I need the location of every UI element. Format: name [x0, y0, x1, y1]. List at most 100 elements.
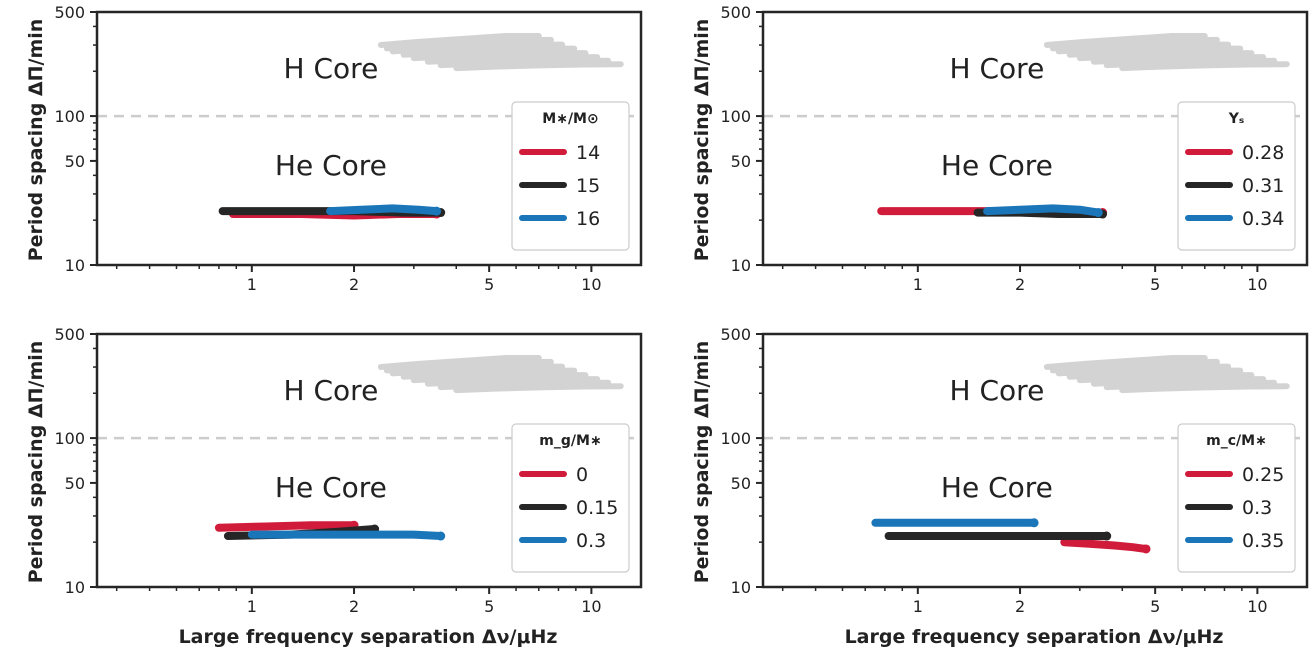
y-tick-label-50: 50 — [65, 474, 85, 493]
h-core-label: H Core — [950, 52, 1045, 85]
track-line — [377, 33, 542, 48]
track-line — [410, 372, 589, 384]
panel-top-right: H Core He Core 1 2 5 10 10 50 100 500 Yₛ 0.28 0.31 0.… — [720, 3, 1309, 294]
series-end-point-16 — [432, 206, 442, 216]
y-axis-label-bottom-left: Period spacing ΔΠ/min — [25, 341, 47, 584]
track-line — [1066, 367, 1244, 380]
legend-label-14: 14 — [576, 142, 600, 164]
legend-title: Yₛ — [1228, 111, 1244, 127]
panel-bottom-left: H Core He Core 1 2 5 10 10 50 100 500 m_g/M∗ 0 0.15 0… — [54, 325, 643, 616]
y-tick-label-500: 500 — [720, 3, 751, 22]
track-line — [437, 57, 612, 69]
he-core-label: He Core — [275, 471, 387, 504]
track-line — [424, 376, 601, 387]
track-line — [1066, 45, 1244, 58]
track-line — [377, 355, 542, 370]
legend-box — [1177, 101, 1296, 251]
legend-label-0.15: 0.15 — [576, 497, 618, 519]
x-tick-label-1: 1 — [247, 275, 257, 294]
legend-title: m_g/M∗ — [539, 433, 601, 449]
y-tick-label-100: 100 — [720, 429, 751, 448]
track-line — [1055, 41, 1232, 55]
track-line — [1103, 57, 1278, 69]
track-line — [1103, 379, 1278, 391]
track-line — [437, 379, 612, 391]
h-core-tracks — [377, 33, 624, 72]
y-tick-label-100: 100 — [54, 429, 85, 448]
track-line — [1090, 376, 1267, 387]
track-line — [410, 50, 589, 62]
y-tick-label-50: 50 — [65, 152, 85, 171]
series-end-point-0.25 — [1141, 544, 1151, 554]
h-core-label: H Core — [284, 374, 379, 407]
he-core-label: He Core — [941, 149, 1053, 182]
x-tick-label-1: 1 — [913, 275, 923, 294]
h-core-tracks — [1043, 33, 1290, 72]
track-line — [1043, 33, 1208, 48]
y-tick-label-100: 100 — [720, 107, 751, 126]
track-line — [1076, 50, 1255, 62]
legend-box — [511, 423, 630, 573]
y-axis-label-bottom-right: Period spacing ΔΠ/min — [691, 341, 713, 584]
legend: M∗/M⊙ 14 15 16 — [511, 101, 630, 251]
y-tick-label-100: 100 — [54, 107, 85, 126]
y-tick-label-10: 10 — [65, 256, 85, 275]
x-tick-label-5: 5 — [484, 275, 494, 294]
track-line — [383, 36, 554, 52]
x-tick-label-1: 1 — [247, 597, 257, 616]
track-line — [1043, 355, 1208, 370]
legend-box — [1177, 423, 1296, 573]
x-axis-label-left: Large frequency separation Δν/μHz — [179, 626, 558, 648]
panel-top-left: H Core He Core 1 2 5 10 10 50 100 500 M∗/M⊙ 14 15 16 — [54, 3, 643, 294]
track-line — [1049, 36, 1220, 52]
series-end-point-0.3 — [1102, 531, 1112, 541]
legend-label-0: 0 — [576, 464, 588, 486]
x-tick-label-2: 2 — [349, 597, 359, 616]
legend-label-0.35: 0.35 — [1242, 530, 1284, 552]
x-axis-label-right: Large frequency separation Δν/μHz — [845, 626, 1224, 648]
x-tick-label-5: 5 — [1150, 597, 1160, 616]
he-core-label: He Core — [941, 471, 1053, 504]
y-axis-label-top-right: Period spacing ΔΠ/min — [691, 19, 713, 262]
x-tick-label-10: 10 — [581, 597, 601, 616]
legend-box — [511, 101, 630, 251]
track-line — [1049, 358, 1220, 374]
he-core-label: He Core — [275, 149, 387, 182]
x-tick-label-5: 5 — [1150, 275, 1160, 294]
series-line-0.34 — [983, 204, 1103, 217]
h-core-label: H Core — [284, 52, 379, 85]
x-tick-label-2: 2 — [349, 275, 359, 294]
legend-label-0.28: 0.28 — [1242, 142, 1284, 164]
track-line — [424, 54, 601, 65]
legend-label-0.3: 0.3 — [576, 530, 606, 552]
legend: Yₛ 0.28 0.31 0.34 — [1177, 101, 1296, 251]
x-tick-label-1: 1 — [913, 597, 923, 616]
y-tick-label-50: 50 — [731, 152, 751, 171]
h-core-label: H Core — [950, 374, 1045, 407]
series-line-0.25 — [1060, 538, 1150, 553]
h-core-tracks — [1043, 355, 1290, 394]
track-line — [1119, 383, 1290, 394]
legend: m_g/M∗ 0 0.15 0.3 — [511, 423, 630, 573]
legend-label-15: 15 — [576, 175, 600, 197]
track-line — [400, 367, 578, 380]
y-tick-label-50: 50 — [731, 474, 751, 493]
track-line — [389, 363, 566, 377]
legend-label-0.34: 0.34 — [1242, 208, 1284, 230]
series-end-point-0.3 — [436, 531, 446, 541]
legend-title: M∗/M⊙ — [542, 111, 598, 127]
track-line — [400, 45, 578, 58]
legend-label-16: 16 — [576, 208, 600, 230]
y-tick-label-10: 10 — [731, 578, 751, 597]
track-line — [453, 61, 624, 72]
legend-label-0.25: 0.25 — [1242, 464, 1284, 486]
y-tick-label-500: 500 — [720, 325, 751, 344]
series-line-0 — [214, 521, 358, 532]
x-tick-label-10: 10 — [1247, 597, 1267, 616]
y-tick-label-500: 500 — [54, 3, 85, 22]
series-end-point-0.34 — [1093, 208, 1103, 218]
track-line — [1055, 363, 1232, 377]
series-line-0.3 — [247, 530, 445, 540]
x-tick-label-2: 2 — [1015, 597, 1025, 616]
x-tick-label-10: 10 — [581, 275, 601, 294]
